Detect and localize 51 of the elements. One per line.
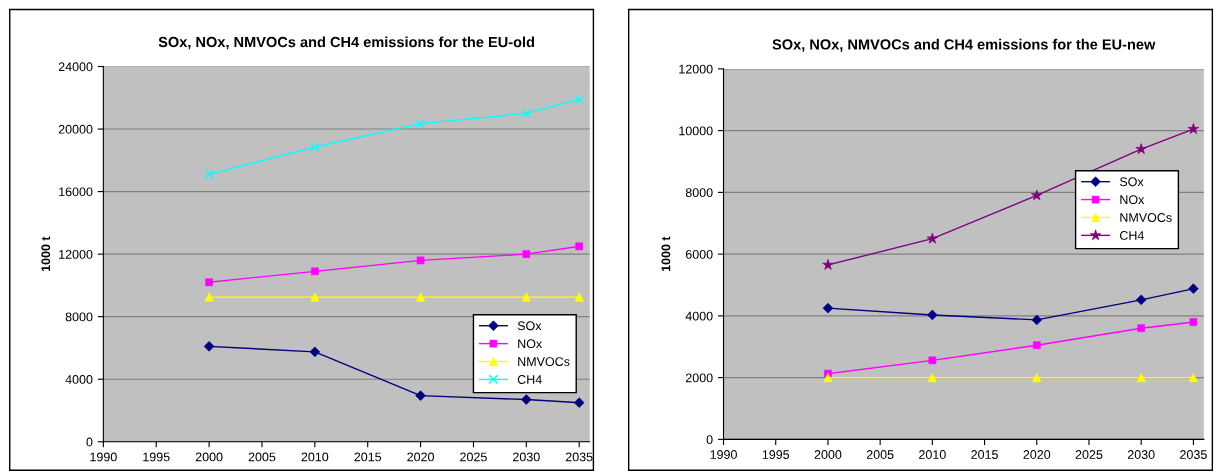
- chart-title: SOx, NOx, NMVOCs and CH4 emissions for the EU-old: [158, 36, 535, 50]
- legend-label: SOx: [517, 321, 542, 331]
- y-axis-title: 1000 t: [661, 236, 671, 272]
- x-tick-label: 2035: [565, 452, 593, 462]
- point: [574, 94, 585, 105]
- x-tick-label: 1995: [762, 450, 790, 459]
- point: [204, 169, 214, 180]
- legend-label: NOx: [518, 339, 543, 349]
- y-tick-label: 20000: [58, 124, 93, 134]
- y-tick-label: 24000: [58, 62, 93, 72]
- x-tick-label: 2005: [248, 452, 276, 462]
- x-tick-label: 2010: [919, 450, 946, 459]
- x-tick-label: 1990: [710, 450, 737, 459]
- y-tick-label: 12000: [679, 64, 713, 74]
- y-tick-label: 6000: [685, 249, 713, 259]
- point: [309, 142, 320, 152]
- x-tick-label: 2015: [971, 450, 998, 459]
- x-tick-label: 2025: [460, 452, 487, 462]
- point: [521, 108, 532, 119]
- chart-title: SOx, NOx, NMVOCs and CH4 emissions for the EU-new: [772, 38, 1156, 52]
- x-tick-label: 2035: [1180, 450, 1207, 459]
- y-tick-label: 0: [706, 435, 713, 445]
- y-tick-label: 4000: [685, 311, 713, 321]
- x-tick-label: 2000: [814, 450, 842, 459]
- x-tick-label: 1995: [143, 452, 170, 462]
- x-tick-label: 2020: [1023, 450, 1051, 459]
- x-tick-label: 2030: [1127, 450, 1155, 459]
- x-tick-label: 2015: [354, 452, 382, 462]
- legend-label: NMVOCs: [1120, 213, 1172, 222]
- y-tick-label: 8000: [685, 188, 713, 198]
- legend-label: NMVOCs: [518, 357, 570, 367]
- x-tick-label: 2025: [1075, 450, 1103, 459]
- point: [415, 118, 426, 129]
- y-tick-label: 0: [86, 437, 93, 447]
- y-tick-label: 2000: [685, 373, 713, 383]
- y-axis-title: 1000 t: [41, 236, 51, 272]
- y-tick-label: 16000: [59, 187, 93, 197]
- y-tick-label: 10000: [679, 126, 713, 136]
- x-tick-label: 2030: [513, 452, 540, 462]
- legend-label: NOx: [1120, 195, 1145, 205]
- x-tick-label: 2020: [407, 452, 434, 462]
- x-tick-label: 2000: [195, 452, 223, 462]
- legend-label: CH4: [1119, 231, 1144, 240]
- x-tick-label: 1990: [90, 452, 117, 462]
- legend-label: SOx: [1119, 177, 1144, 187]
- y-tick-label: 12000: [59, 249, 93, 259]
- y-tick-label: 4000: [65, 375, 93, 384]
- legend-label: CH4: [517, 375, 542, 384]
- y-tick-label: 8000: [65, 312, 93, 322]
- x-tick-label: 2005: [866, 450, 894, 459]
- x-tick-label: 2010: [301, 452, 329, 462]
